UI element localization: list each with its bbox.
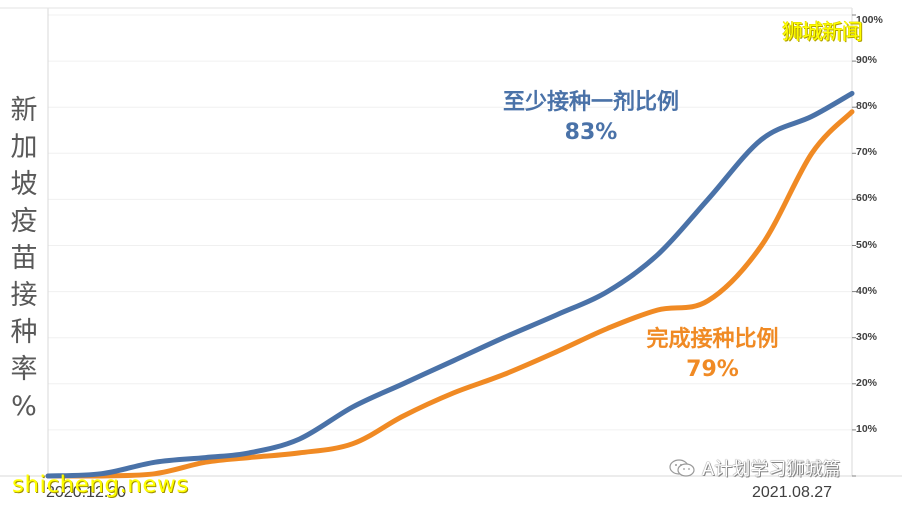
- y-tick-marks: [852, 14, 856, 477]
- wechat-account-tag: A计划学习狮城篇: [668, 455, 840, 481]
- y-axis-title-char: 率: [10, 354, 38, 385]
- y-tick-label: 100%: [856, 14, 883, 26]
- y-axis-title-char: 苗: [10, 243, 38, 274]
- first-dose-line: [45, 90, 855, 479]
- y-tick-label: 60%: [856, 192, 878, 205]
- y-tick-label: 40%: [856, 284, 878, 297]
- y-tick-label: 10%: [856, 422, 878, 435]
- x-axis-end-label: 2021.08.27: [752, 484, 833, 501]
- y-axis-title-char: 坡: [10, 169, 38, 200]
- fully-vaccinated-line: [45, 109, 855, 479]
- y-axis-title: 新加坡疫苗接种率%: [8, 92, 40, 425]
- y-axis-title-char: 疫: [10, 206, 38, 237]
- y-axis-title-char: 种: [10, 317, 38, 348]
- first-dose-annotation: 至少接种一剂比例 83%: [476, 88, 706, 148]
- y-axis-title-char: 接: [10, 280, 38, 311]
- y-tick-label: 80%: [856, 100, 878, 113]
- gridlines: [48, 14, 852, 431]
- wechat-icon: [669, 459, 695, 477]
- fully-vaccinated-percent: 79%: [686, 357, 739, 382]
- first-dose-percent: 83%: [564, 120, 618, 145]
- y-tick-label: 90%: [856, 54, 878, 67]
- fully-vaccinated-label: 完成接种比例: [646, 327, 779, 352]
- y-axis-title-char: 加: [10, 132, 38, 163]
- fully-vaccinated-annotation: 完成接种比例 79%: [620, 325, 805, 385]
- x-axis-start-label: 2020.12.30: [46, 484, 127, 501]
- y-tick-label: 70%: [856, 146, 878, 159]
- y-tick-label: 50%: [856, 238, 878, 251]
- wechat-account-name: A计划学习狮城篇: [702, 459, 841, 480]
- y-axis-title-char: 新: [10, 95, 38, 126]
- first-dose-label: 至少接种一剂比例: [502, 90, 679, 115]
- y-tick-label: 20%: [856, 376, 878, 389]
- y-axis-title-char: %: [11, 391, 37, 422]
- watermark-shicheng-news-cn: 狮城新闻: [782, 20, 863, 44]
- y-tick-label: 30%: [856, 330, 878, 343]
- watermark-shicheng-news: shicheng.news: [12, 472, 189, 498]
